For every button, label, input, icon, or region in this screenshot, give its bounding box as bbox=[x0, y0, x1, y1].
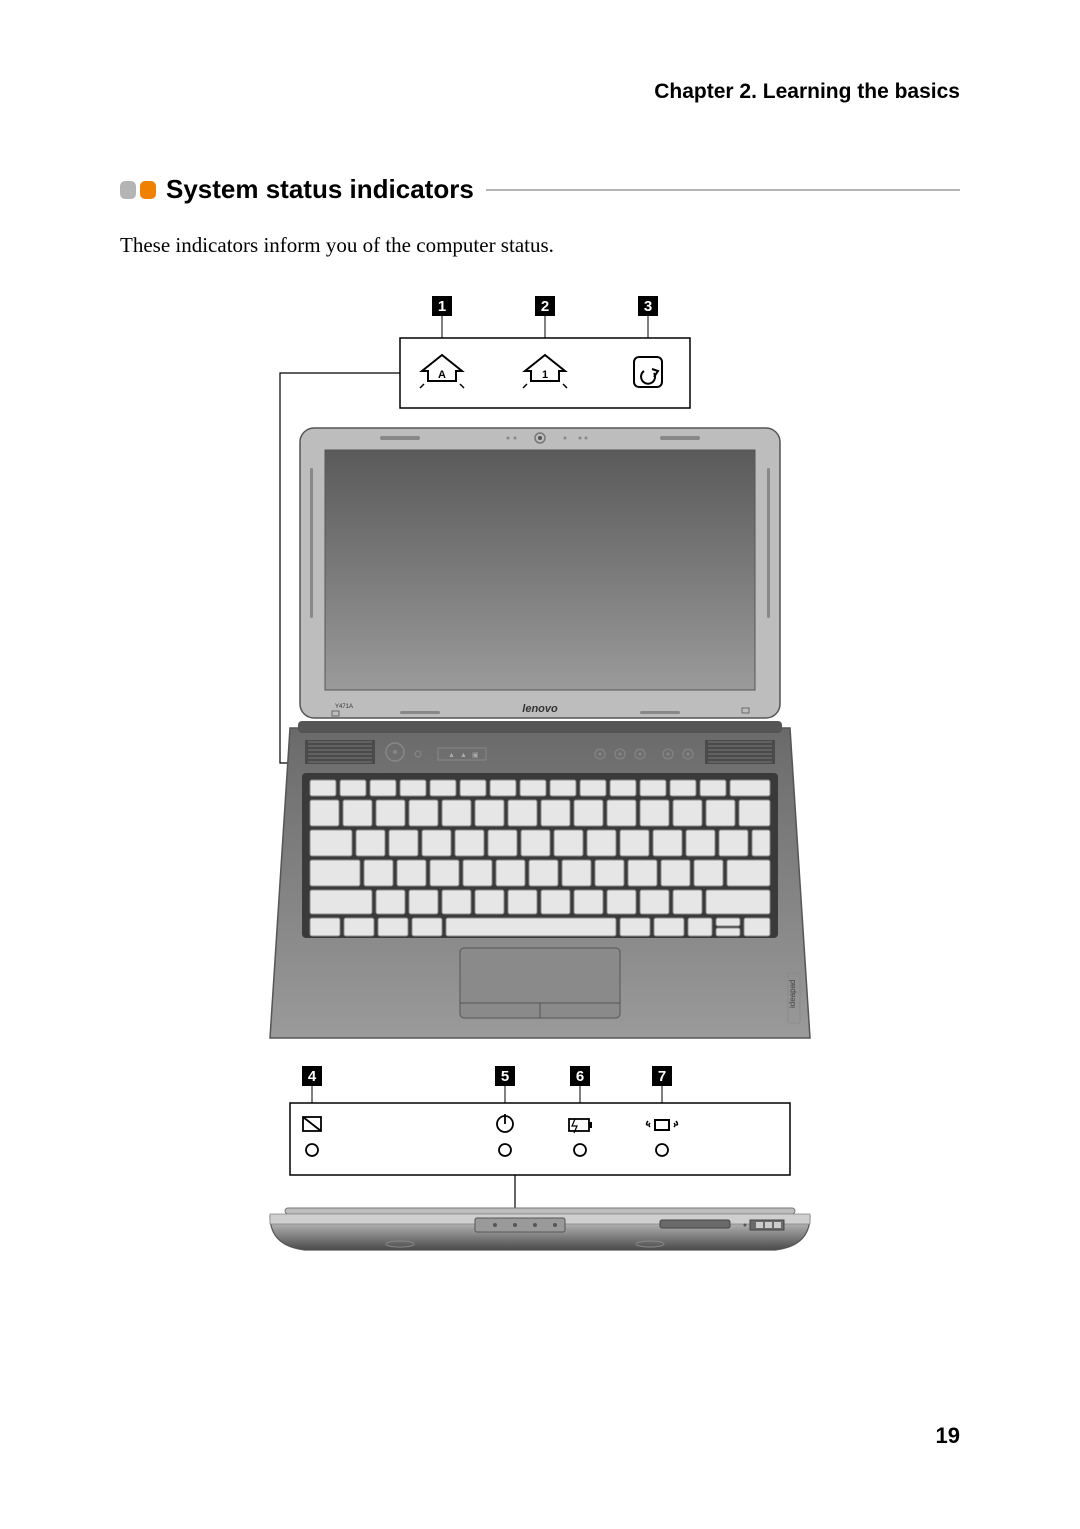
svg-text:7: 7 bbox=[658, 1068, 666, 1085]
callout-5: 5 bbox=[495, 1066, 515, 1086]
touchpad-lock-icon bbox=[634, 357, 662, 387]
page: Chapter 2. Learning the basics System st… bbox=[0, 0, 1080, 1529]
page-number: 19 bbox=[936, 1423, 960, 1449]
callout-4: 4 bbox=[302, 1066, 322, 1086]
svg-text:▲: ▲ bbox=[448, 752, 455, 759]
wireless-indicator-icon bbox=[647, 1119, 678, 1156]
svg-text:6: 6 bbox=[576, 1068, 584, 1085]
laptop-front-edge bbox=[270, 1208, 810, 1250]
svg-text:5: 5 bbox=[501, 1068, 509, 1085]
callout-3: 3 bbox=[638, 296, 658, 316]
section-title: System status indicators bbox=[166, 174, 474, 205]
capslock-icon: A bbox=[420, 355, 464, 388]
section-title-row: System status indicators bbox=[120, 174, 960, 205]
svg-text:1: 1 bbox=[542, 369, 548, 381]
bottom-callout-group: 4 5 6 7 bbox=[290, 1066, 790, 1228]
svg-text:▲: ▲ bbox=[460, 752, 467, 759]
title-bullets bbox=[120, 181, 156, 199]
bullet-icon bbox=[140, 181, 156, 199]
callout-6: 6 bbox=[570, 1066, 590, 1086]
graphics-indicator-icon bbox=[303, 1117, 321, 1156]
battery-indicator-icon bbox=[569, 1119, 592, 1156]
top-callout-group: 1 2 3 A bbox=[400, 296, 690, 408]
laptop-diagram-svg: 1 2 3 A bbox=[260, 288, 820, 1348]
horizontal-rule bbox=[486, 189, 960, 191]
svg-text:ideapad: ideapad bbox=[788, 980, 797, 1008]
figure: 1 2 3 A bbox=[120, 288, 960, 1353]
intro-paragraph: These indicators inform you of the compu… bbox=[120, 233, 960, 258]
svg-text:Y471A: Y471A bbox=[335, 704, 353, 710]
svg-text:A: A bbox=[438, 369, 446, 381]
power-indicator-icon bbox=[497, 1114, 513, 1156]
svg-text:3: 3 bbox=[644, 298, 652, 315]
numlock-icon: 1 bbox=[523, 355, 567, 388]
svg-text:4: 4 bbox=[308, 1068, 317, 1085]
callout-2: 2 bbox=[535, 296, 555, 316]
svg-text:2: 2 bbox=[541, 298, 549, 315]
svg-text:1: 1 bbox=[438, 298, 446, 315]
callout-1: 1 bbox=[432, 296, 452, 316]
laptop-open: Y471A lenovo bbox=[270, 428, 810, 1038]
svg-text:▣: ▣ bbox=[472, 752, 479, 759]
svg-text:lenovo: lenovo bbox=[522, 703, 558, 715]
callout-7: 7 bbox=[652, 1066, 672, 1086]
bullet-icon bbox=[120, 181, 136, 199]
chapter-header: Chapter 2. Learning the basics bbox=[120, 80, 960, 104]
